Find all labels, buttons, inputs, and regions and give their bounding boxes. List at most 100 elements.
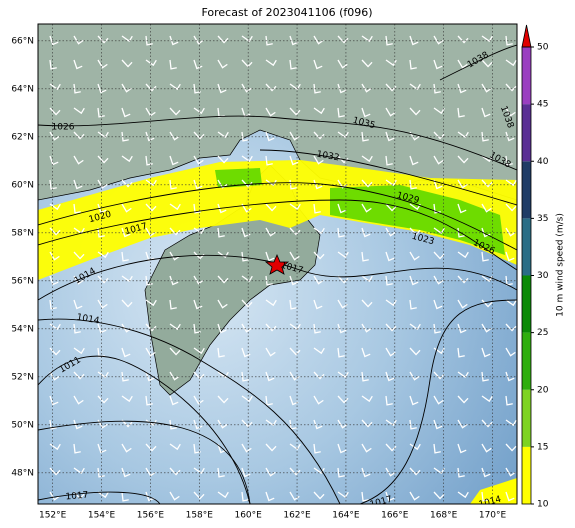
wind-barb (409, 491, 420, 501)
wind-barb (97, 275, 109, 284)
wind-barb (97, 227, 105, 238)
wind-barb (145, 83, 157, 92)
wind-barb (73, 155, 84, 165)
wind-barb (169, 467, 181, 476)
wind-barb (73, 347, 85, 355)
grid (38, 24, 517, 504)
wind-barb (145, 203, 157, 212)
wind-barb (145, 179, 157, 187)
wind-barb (49, 131, 60, 141)
wind-barb (241, 203, 252, 213)
wind-barb (97, 323, 107, 334)
wind-barb (313, 107, 325, 115)
wind-barb (169, 443, 181, 451)
wind-barb (361, 467, 371, 478)
location-star (264, 253, 290, 275)
isobars (38, 44, 517, 504)
isobar (38, 355, 251, 504)
wind-barb (265, 467, 276, 477)
contour-label: 1017 (65, 491, 89, 503)
wind-barb (49, 203, 61, 211)
wind-barb (97, 395, 109, 404)
wind-barb (193, 395, 204, 405)
wind-barb (97, 251, 109, 259)
wind-barb (193, 443, 201, 454)
wind-barb (169, 83, 181, 91)
wind-barb (505, 59, 517, 67)
wind-barb (505, 251, 515, 262)
lat-tick-label: 64°N (11, 84, 34, 94)
colorbar-tick-label: 50 (537, 43, 549, 53)
wind-barb (121, 419, 133, 428)
wind-barb (97, 443, 107, 454)
wind-barb (193, 59, 203, 70)
wind-barb (289, 227, 301, 236)
wind-barb (409, 155, 419, 166)
wind-barb (361, 395, 373, 403)
wind-barb (289, 251, 300, 261)
lat-tick-label: 66°N (11, 36, 34, 46)
wind-barb (193, 203, 201, 214)
wind-barb (337, 347, 345, 358)
wind-barb (49, 83, 61, 91)
wind-barb (337, 467, 345, 478)
wind-barb (217, 203, 227, 214)
wind-barb (337, 443, 347, 454)
isobar (38, 254, 517, 301)
wind-barb (385, 395, 393, 406)
wind-barb (409, 83, 421, 91)
wind-barb (241, 299, 253, 308)
wind-barb (73, 83, 81, 94)
wind-barb (145, 491, 155, 502)
lat-tick-label: 62°N (11, 132, 34, 142)
wind-barb (505, 371, 515, 382)
wind-barb (193, 179, 203, 190)
wind-barb (361, 491, 369, 502)
wind-barb (505, 83, 517, 92)
wind-barb (385, 419, 397, 427)
wind-barb (169, 299, 177, 310)
wind-barb (97, 491, 109, 499)
wind-barb (409, 395, 419, 406)
wind-barb (457, 107, 465, 118)
wind-barb (433, 443, 441, 454)
wind-barb (481, 347, 491, 358)
wind-barb (289, 107, 301, 116)
wind-barb (97, 299, 108, 309)
wind-barb (169, 491, 180, 501)
wind-barb (481, 491, 489, 502)
lon-tick-label: 164°E (332, 511, 360, 521)
colorbar-bin (522, 275, 531, 333)
wind-barb (481, 35, 493, 43)
wind-barb (361, 275, 373, 283)
wind-barb (169, 203, 181, 211)
wind-barb (97, 131, 109, 139)
wind-barb (433, 35, 444, 45)
wind-barb (145, 275, 153, 286)
wind-shading-strong (215, 168, 505, 255)
colorbar-tick-label: 20 (537, 385, 549, 395)
wind-barb (145, 371, 155, 382)
wind-barb (121, 179, 133, 188)
wind-barb (385, 467, 396, 477)
lon-tick-label: 162°E (283, 511, 311, 521)
wind-barb (385, 179, 397, 187)
wind-shading (470, 478, 517, 504)
wind-barb (361, 83, 372, 93)
wind-barb (217, 491, 229, 499)
wind-barb (289, 347, 301, 356)
colorbar-bin (522, 218, 531, 276)
colorbar-bin (522, 104, 531, 162)
wind-barb (433, 419, 443, 430)
wind-barb (121, 275, 133, 283)
wind-barb (217, 179, 228, 189)
wind-barb (217, 275, 229, 284)
wind-barb (217, 443, 227, 454)
wind-barb (409, 227, 421, 236)
wind-barb (481, 443, 492, 453)
wind-barb (457, 323, 467, 334)
wind-barb (193, 347, 205, 355)
wind-barb (169, 59, 177, 70)
wind-barb (217, 299, 228, 309)
wind-barb (457, 347, 465, 358)
